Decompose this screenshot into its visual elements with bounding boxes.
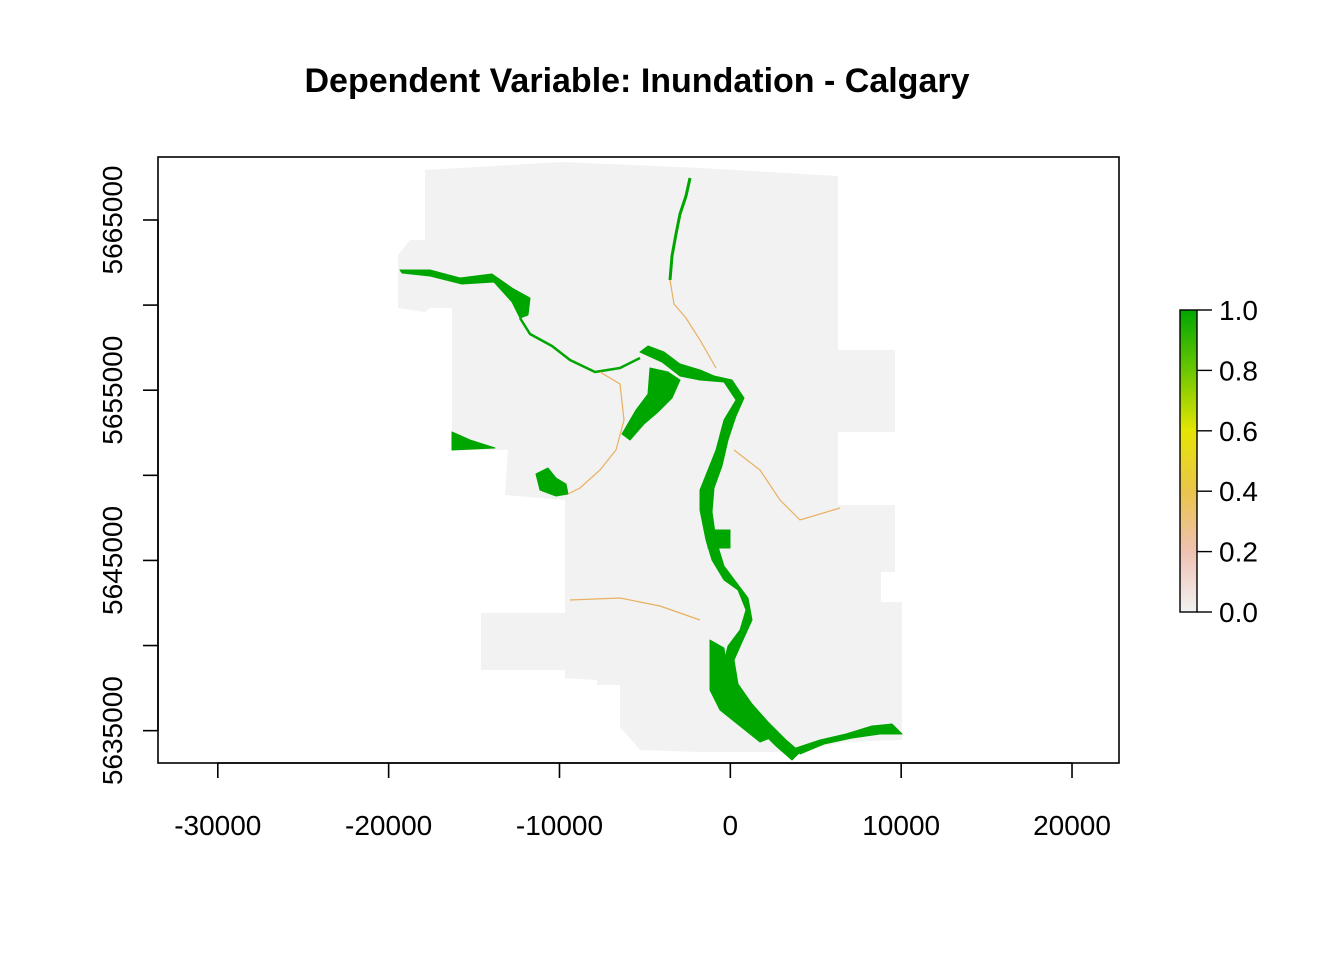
legend-tick-label: 0.6 (1219, 416, 1258, 447)
x-tick-label: 0 (723, 810, 739, 841)
south-wide-patch (709, 639, 771, 743)
plot-title: Dependent Variable: Inundation - Calgary (305, 62, 970, 100)
legend-tick-label: 0.2 (1219, 537, 1258, 568)
y-tick-label: 5645000 (97, 506, 128, 615)
x-tick-label: 10000 (862, 810, 940, 841)
central-wide-patch (621, 367, 681, 441)
x-tick-label: -30000 (174, 810, 261, 841)
tributaries (567, 279, 841, 621)
rectangular-patch (707, 529, 731, 549)
y-tick-label: 5655000 (97, 336, 128, 445)
x-tick-label: -20000 (345, 810, 432, 841)
nose-creek (668, 177, 692, 281)
x-axis: -30000 -20000 -10000 0 10000 20000 (174, 762, 1111, 841)
legend: 0.0 0.2 0.4 0.6 0.8 1.0 (1179, 295, 1258, 628)
legend-colorbar (1179, 309, 1198, 613)
bow-river-west (399, 269, 531, 319)
tributary-west (567, 371, 625, 495)
legend-tick-label: 0.4 (1219, 476, 1258, 507)
y-axis: 5635000 5645000 5655000 5665000 (97, 165, 159, 785)
legend-ticks: 0.0 0.2 0.4 0.6 0.8 1.0 (1197, 295, 1258, 628)
y-tick-label: 5635000 (97, 676, 128, 785)
x-tick-label: 20000 (1033, 810, 1111, 841)
tributary-south (569, 597, 701, 621)
bow-river-west-channel (518, 317, 641, 374)
y-tick-label: 5665000 (97, 165, 128, 274)
tributary-north (669, 279, 717, 369)
inundation-areas (399, 177, 903, 761)
legend-tick-label: 0.0 (1219, 597, 1258, 628)
study-area (398, 162, 902, 752)
reservoir-patch (535, 467, 569, 497)
bow-river-southeast (795, 723, 903, 755)
tributary-east (733, 449, 841, 521)
x-tick-label: -10000 (516, 810, 603, 841)
legend-tick-label: 0.8 (1219, 355, 1258, 386)
west-patch (451, 431, 496, 451)
legend-tick-label: 1.0 (1219, 295, 1258, 326)
